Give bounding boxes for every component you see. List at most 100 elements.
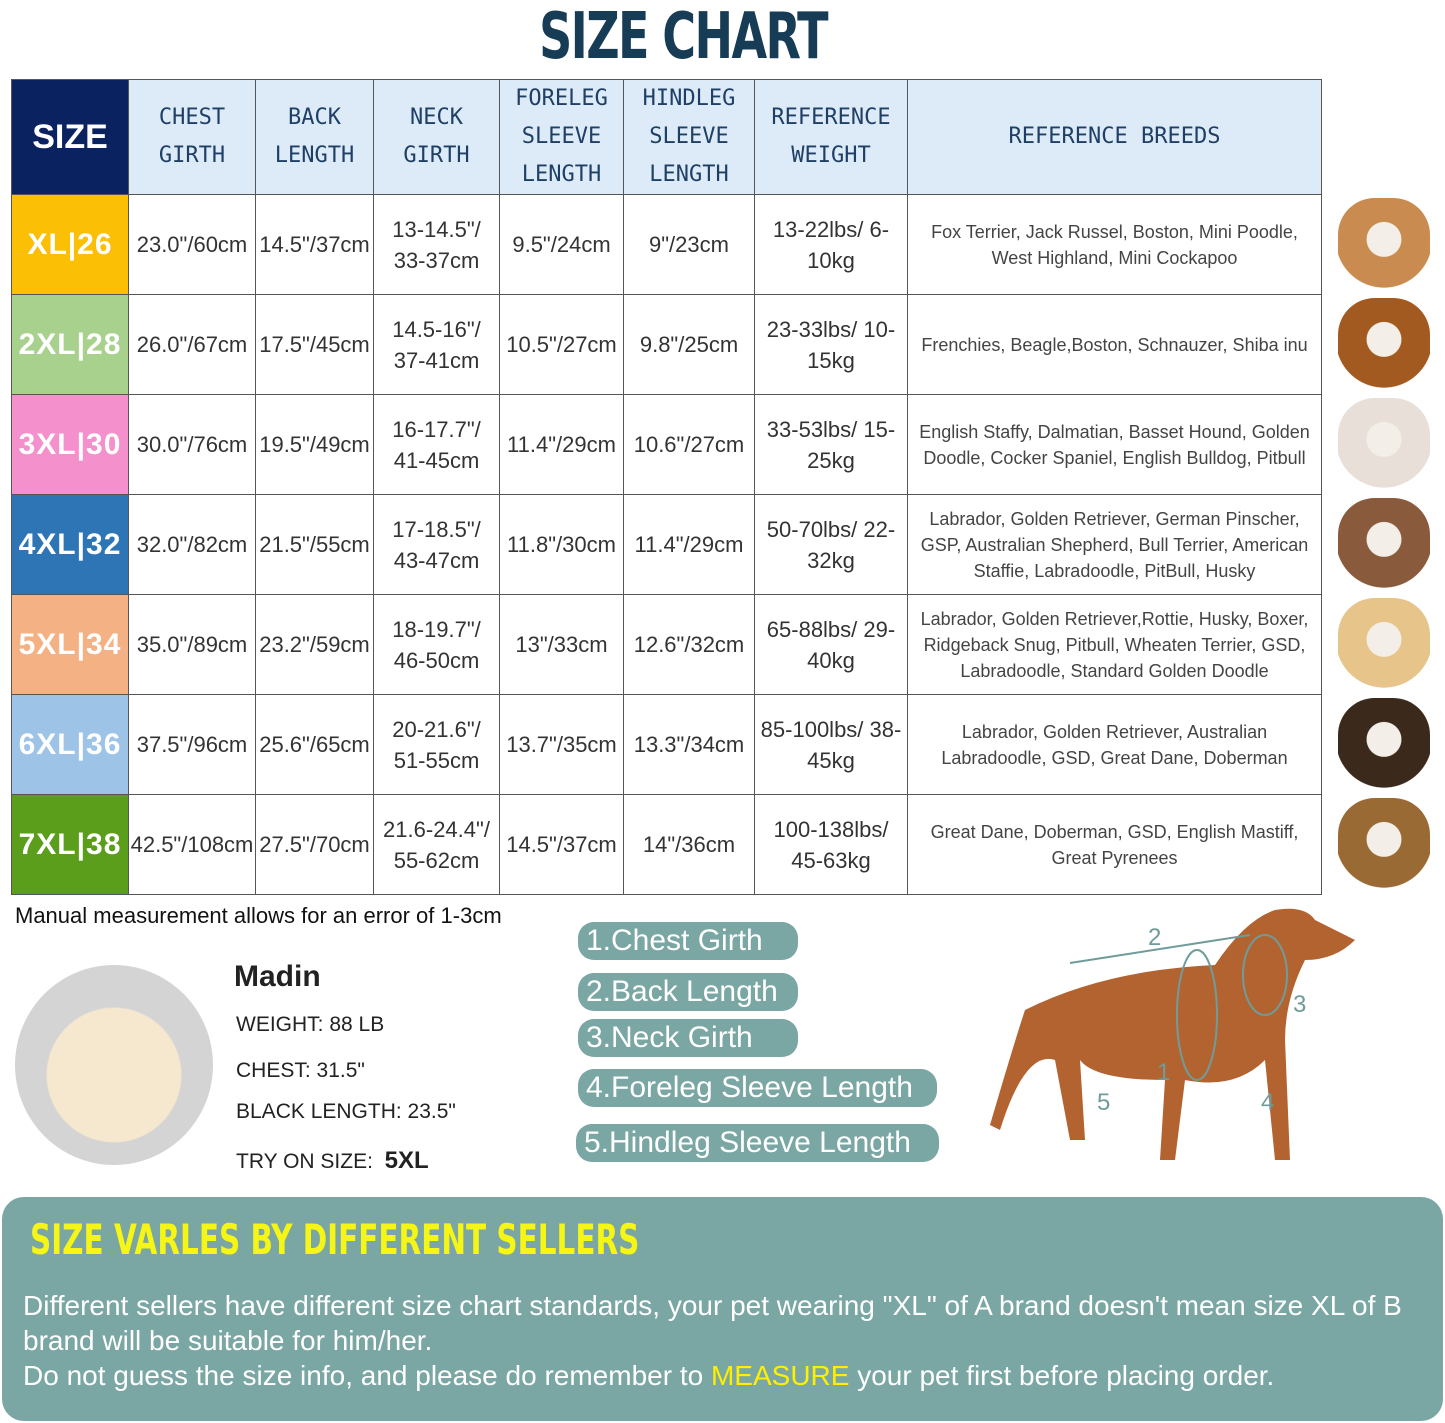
cell-foreleg: 14.5"/37cm [499,794,624,895]
cell-breeds: Great Dane, Doberman, GSD, English Masti… [907,794,1322,895]
example-dog-photo [15,965,213,1165]
header-2: BACK LENGTH [255,79,374,195]
breed-dog-photo [1338,598,1430,690]
cell-neck: 17-18.5"/ 43-47cm [373,494,500,595]
cell-hindleg: 12.6"/32cm [623,594,755,695]
table-row: 4XL|32 32.0"/82cm 21.5"/55cm 17-18.5"/ 43-4… [11,494,1322,595]
cell-back: 14.5"/37cm [255,194,374,295]
measure-highlight: MEASURE [710,1360,850,1391]
try-on-size: 5XL [384,1147,429,1174]
cell-chest: 23.0"/60cm [128,194,256,295]
header-4: FORELEG SLEEVE LENGTH [499,79,624,195]
cell-breeds: English Staffy, Dalmatian, Basset Hound,… [907,394,1322,495]
banner-line-1: Different sellers have different size ch… [23,1290,1402,1356]
cell-foreleg: 13"/33cm [499,594,624,695]
cell-back: 21.5"/55cm [255,494,374,595]
breed-dog-photo [1338,198,1430,290]
try-on-label: TRY ON SIZE: [236,1150,373,1173]
breed-dog-photo [1338,298,1430,390]
cell-neck: 18-19.7"/ 46-50cm [373,594,500,695]
cell-back: 23.2"/59cm [255,594,374,695]
example-try-on: TRY ON SIZE: 5XL [236,1147,429,1175]
cell-neck: 20-21.6"/ 51-55cm [373,694,500,795]
cell-foreleg: 13.7"/35cm [499,694,624,795]
example-weight: WEIGHT: 88 LB [236,1013,385,1036]
cell-weight: 65-88lbs/ 29-40kg [754,594,908,695]
header-1: CHEST GIRTH [128,79,256,195]
cell-hindleg: 9"/23cm [623,194,755,295]
cell-size: 7XL|38 [11,794,129,895]
cell-weight: 100-138lbs/ 45-63kg [754,794,908,895]
measure-back-length: 2.Back Length [578,973,798,1011]
table-row: XL|26 23.0"/60cm 14.5"/37cm 13-14.5"/ 33-37… [11,194,1322,295]
cell-weight: 33-53lbs/ 15-25kg [754,394,908,495]
cell-chest: 35.0"/89cm [128,594,256,695]
dog-measurement-diagram: 2 3 1 4 5 [990,908,1355,1160]
cell-size: 2XL|28 [11,294,129,395]
cell-neck: 21.6-24.4"/ 55-62cm [373,794,500,895]
table-row: 6XL|36 37.5"/96cm 25.6"/65cm 20-21.6"/ 51-5… [11,694,1322,795]
page-title: SIZE CHART [539,0,828,74]
cell-hindleg: 11.4"/29cm [623,494,755,595]
example-dog-name: Madin [234,960,321,993]
measure-neck-girth: 3.Neck Girth [578,1019,798,1057]
banner-line-2a: Do not guess the size info, and please d… [23,1360,711,1391]
cell-neck: 16-17.7"/ 41-45cm [373,394,500,495]
header-6: REFERENCE WEIGHT [754,79,908,195]
cell-back: 27.5"/70cm [255,794,374,895]
cell-breeds: Labrador, Golden Retriever,Rottie, Husky… [907,594,1322,695]
cell-back: 19.5"/49cm [255,394,374,495]
breed-dog-photo [1338,798,1430,890]
diagram-label-5: 5 [1097,1089,1110,1116]
cell-breeds: Labrador, Golden Retriever, German Pinsc… [907,494,1322,595]
cell-weight: 23-33lbs/ 10-15kg [754,294,908,395]
diagram-label-4: 4 [1261,1089,1274,1116]
diagram-label-1: 1 [1157,1059,1170,1086]
cell-back: 25.6"/65cm [255,694,374,795]
cell-weight: 85-100lbs/ 38-45kg [754,694,908,795]
measurement-note: Manual measurement allows for an error o… [15,903,502,928]
measure-hindleg-sleeve: 5.Hindleg Sleeve Length [576,1124,939,1162]
cell-neck: 14.5-16"/ 37-41cm [373,294,500,395]
dog-silhouette [990,908,1355,1160]
cell-breeds: Labrador, Golden Retriever, Australian L… [907,694,1322,795]
banner-text: Different sellers have different size ch… [23,1288,1443,1393]
banner-line-2: Do not guess the size info, and please d… [23,1358,1443,1393]
cell-breeds: Frenchies, Beagle,Boston, Schnauzer, Shi… [907,294,1322,395]
measure-chest-girth: 1.Chest Girth [578,922,798,960]
header-5: HINDLEG SLEEVE LENGTH [623,79,755,195]
cell-hindleg: 13.3"/34cm [623,694,755,795]
measure-foreleg-sleeve: 4.Foreleg Sleeve Length [578,1069,937,1107]
cell-breeds: Fox Terrier, Jack Russel, Boston, Mini P… [907,194,1322,295]
cell-foreleg: 10.5"/27cm [499,294,624,395]
cell-chest: 32.0"/82cm [128,494,256,595]
cell-neck: 13-14.5"/ 33-37cm [373,194,500,295]
size-table: SIZE CHEST GIRTH BACK LENGTH NECK GIRTH FORE… [11,79,1322,895]
cell-size: 3XL|30 [11,394,129,495]
breed-dog-photo [1338,698,1430,790]
diagram-label-2: 2 [1148,924,1161,951]
cell-chest: 37.5"/96cm [128,694,256,795]
cell-weight: 13-22lbs/ 6-10kg [754,194,908,295]
banner-line-2b: your pet first before placing order. [849,1360,1275,1391]
example-chest: CHEST: 31.5" [236,1059,365,1082]
cell-chest: 26.0"/67cm [128,294,256,395]
header-7: REFERENCE BREEDS [907,79,1322,195]
banner-title: SIZE VARLES BY DIFFERENT SELLERS [30,1215,640,1264]
diagram-label-3: 3 [1293,991,1306,1018]
breed-dog-photo [1338,398,1430,490]
breed-dog-photo [1338,498,1430,590]
seller-warning-banner [2,1197,1443,1421]
cell-chest: 30.0"/76cm [128,394,256,495]
cell-chest: 42.5"/108cm [128,794,256,895]
example-length: BLACK LENGTH: 23.5" [236,1100,456,1123]
cell-weight: 50-70lbs/ 22-32kg [754,494,908,595]
table-row: 2XL|28 26.0"/67cm 17.5"/45cm 14.5-16"/ 37-4… [11,294,1322,395]
cell-size: 4XL|32 [11,494,129,595]
table-row: 7XL|38 42.5"/108cm 27.5"/70cm 21.6-24.4"/ 5… [11,794,1322,895]
cell-foreleg: 11.8"/30cm [499,494,624,595]
table-row: 3XL|30 30.0"/76cm 19.5"/49cm 16-17.7"/ 41-4… [11,394,1322,495]
header-0: SIZE [11,79,129,195]
cell-hindleg: 10.6"/27cm [623,394,755,495]
cell-foreleg: 11.4"/29cm [499,394,624,495]
